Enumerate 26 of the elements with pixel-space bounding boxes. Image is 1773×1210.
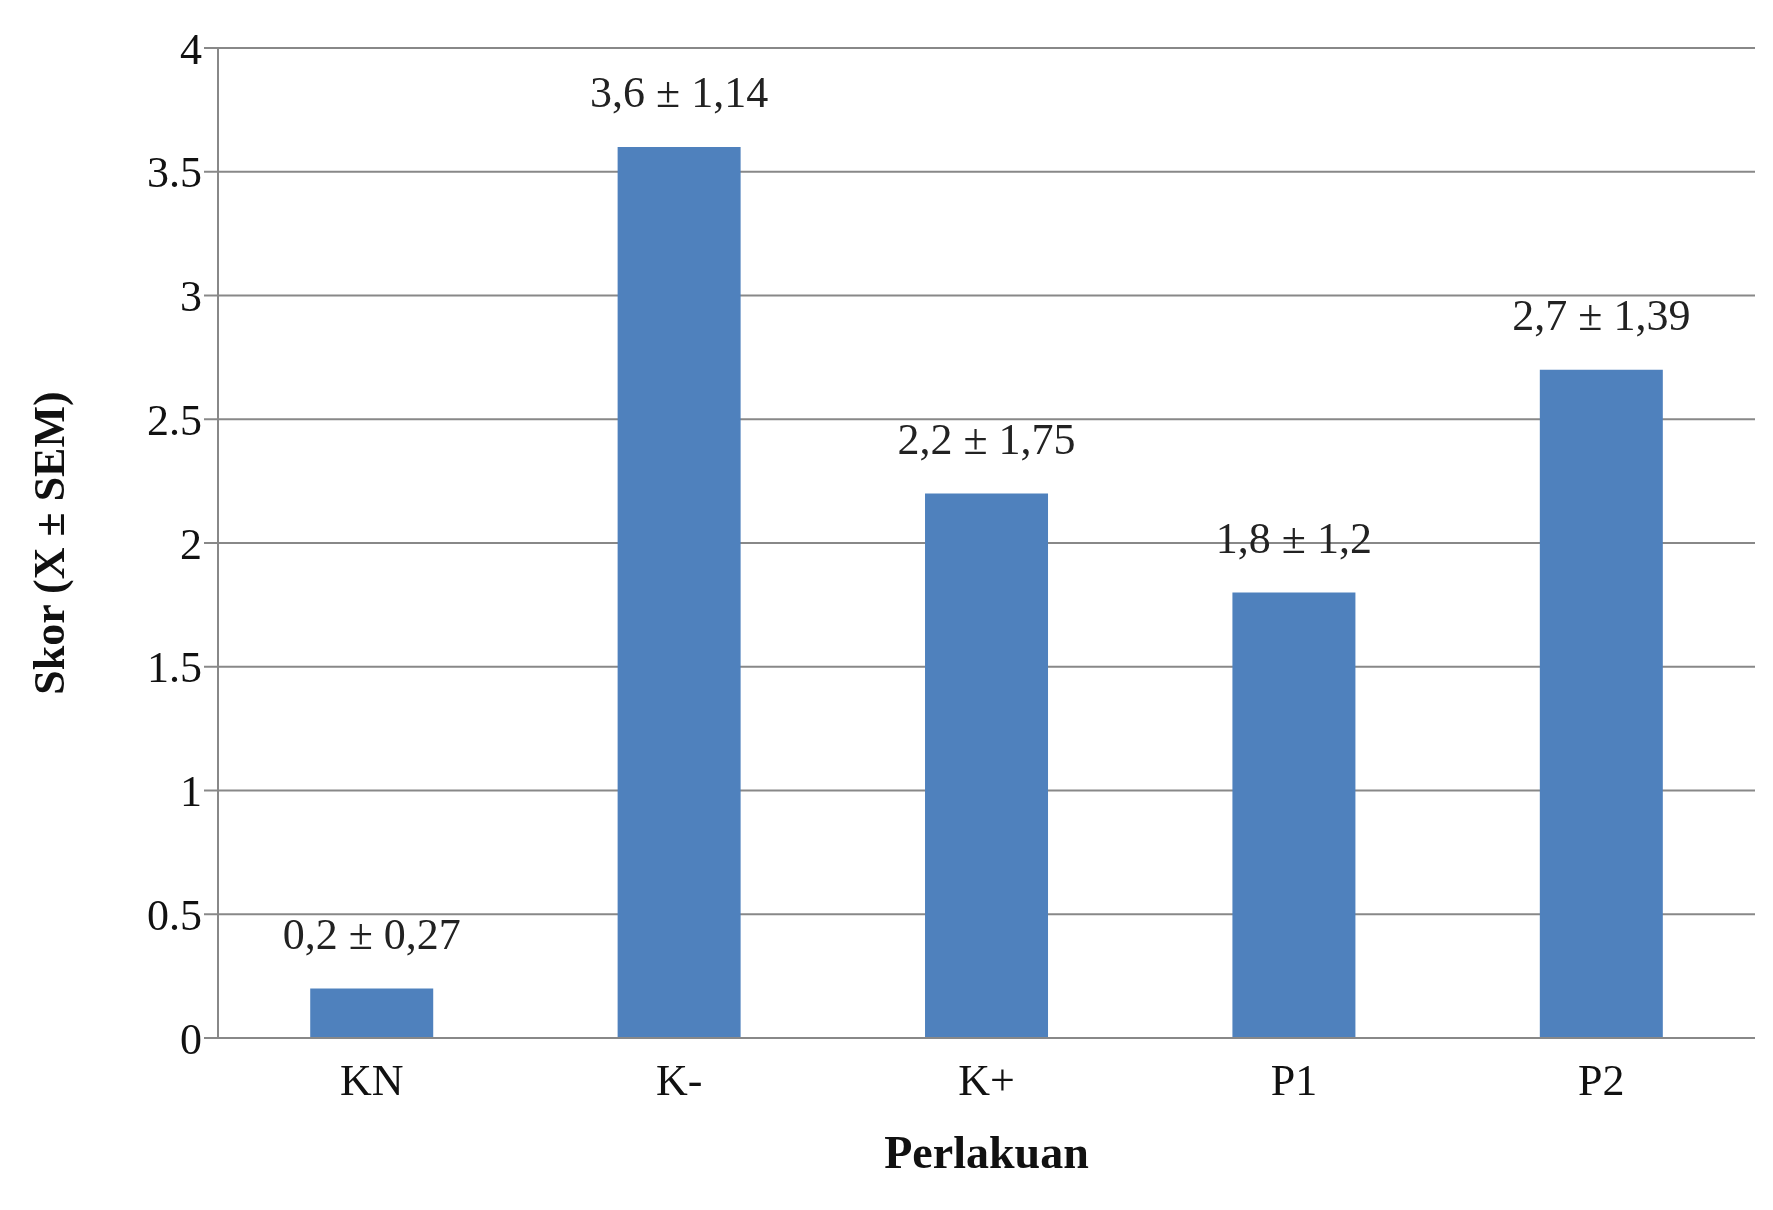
bar xyxy=(310,988,434,1038)
y-tick-label: 1 xyxy=(180,767,202,817)
x-tick-label: P1 xyxy=(1270,1056,1318,1106)
y-tick-label: 3 xyxy=(180,272,202,322)
bar xyxy=(617,147,741,1038)
y-tick-label: 0.5 xyxy=(147,890,202,940)
y-tick-label: 4 xyxy=(180,24,202,74)
data-label: 0,2 ± 0,27 xyxy=(282,909,461,959)
data-label: 2,2 ± 1,75 xyxy=(897,414,1076,464)
y-tick-label: 0 xyxy=(180,1014,202,1064)
data-label: 2,7 ± 1,39 xyxy=(1512,290,1691,340)
y-tick-label: 3.5 xyxy=(147,148,202,198)
x-tick-label: KN xyxy=(339,1056,404,1106)
y-axis-title: Skor (X ± SEM) xyxy=(24,391,74,695)
bar xyxy=(925,493,1049,1038)
data-label: 3,6 ± 1,14 xyxy=(590,68,769,117)
x-tick-label: P2 xyxy=(1578,1056,1625,1106)
y-tick-label: 1.5 xyxy=(147,643,202,693)
data-label: 1,8 ± 1,2 xyxy=(1215,513,1372,563)
x-axis-title: Perlakuan xyxy=(884,1127,1089,1178)
y-tick-label: 2 xyxy=(180,519,202,569)
bar xyxy=(1232,592,1356,1038)
x-tick-label: K+ xyxy=(958,1056,1015,1106)
y-tick-label: 2.5 xyxy=(147,395,202,445)
bar xyxy=(1539,369,1663,1038)
x-tick-label: K- xyxy=(655,1056,703,1106)
